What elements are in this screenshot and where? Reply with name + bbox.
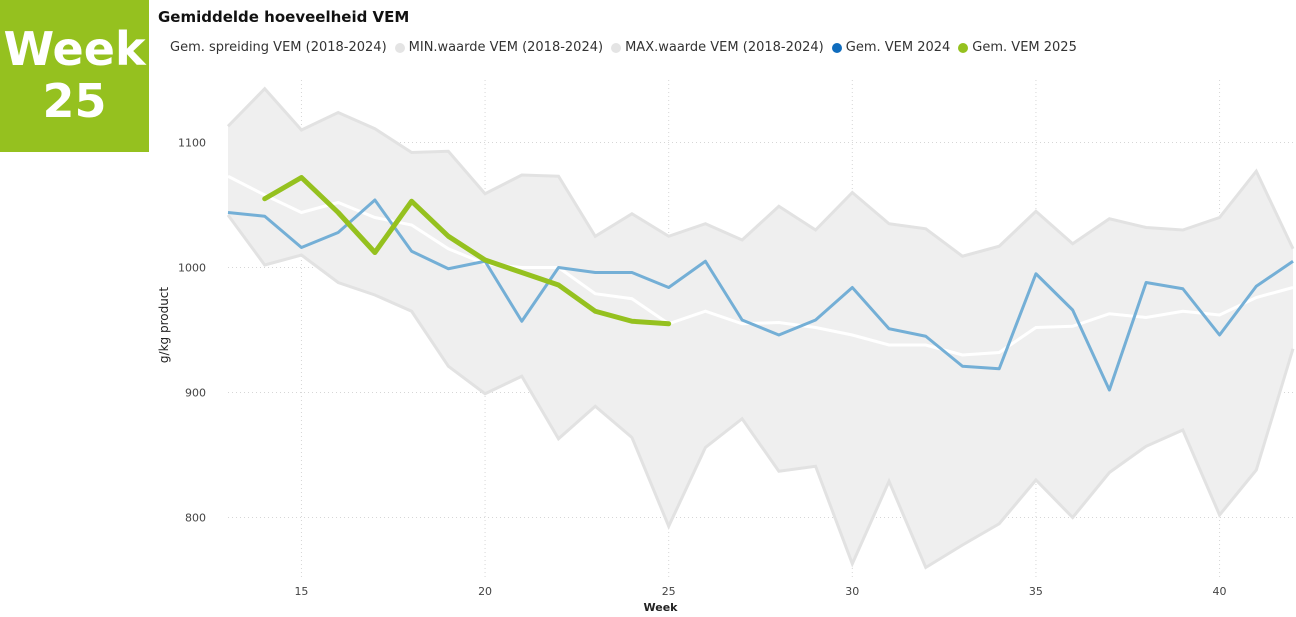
legend-label: Gem. spreiding VEM (2018-2024) [170, 40, 387, 55]
y-tick-label: 1100 [178, 137, 206, 150]
legend-label: Gem. VEM 2025 [972, 40, 1077, 55]
legend-item-2025[interactable]: Gem. VEM 2025 [958, 40, 1077, 55]
legend-label: Gem. VEM 2024 [845, 40, 951, 55]
series-line-2024 [227, 198, 1294, 392]
x-tick-label: 25 [662, 585, 676, 598]
y-tick-label: 1000 [178, 262, 206, 275]
week-badge-number: 25 [42, 74, 107, 128]
y-axis-title: g/kg product [157, 287, 171, 363]
legend-item-max[interactable]: MAX.waarde VEM (2018-2024) [611, 40, 824, 55]
x-axis-title: Week [644, 601, 679, 614]
x-tick-label: 20 [478, 585, 492, 598]
legend-dot-icon [394, 42, 405, 53]
legend-label: MIN.waarde VEM (2018-2024) [408, 40, 604, 55]
legend-item-2024[interactable]: Gem. VEM 2024 [831, 40, 951, 55]
legend-item-avg-spread[interactable]: Gem. spreiding VEM (2018-2024) [170, 40, 387, 55]
legend-dot-icon [958, 42, 969, 53]
axis-ticks: 15 20 25 30 35 40 800 900 1000 1100 [178, 137, 1227, 599]
x-tick-label: 40 [1213, 585, 1227, 598]
x-tick-label: 35 [1029, 585, 1043, 598]
chart-legend: Gem. spreiding VEM (2018-2024) MIN.waard… [170, 40, 1085, 55]
legend-label: MAX.waarde VEM (2018-2024) [625, 40, 824, 55]
x-tick-label: 30 [845, 585, 859, 598]
legend-item-min[interactable]: MIN.waarde VEM (2018-2024) [394, 40, 604, 55]
series-line-min [226, 214, 1295, 570]
series-line-avg-spread [227, 174, 1294, 357]
y-tick-label: 900 [185, 387, 206, 400]
series-line-2025 [262, 175, 672, 327]
series-line-max [226, 86, 1295, 258]
week-badge-label: Week [3, 22, 146, 77]
series-lines [227, 174, 1294, 392]
legend-dot-icon [611, 42, 622, 53]
week-badge: Week 25 [0, 0, 149, 152]
y-tick-label: 800 [185, 512, 206, 525]
chart-title: Gemiddelde hoeveelheid VEM [158, 8, 410, 26]
x-tick-label: 15 [294, 585, 308, 598]
legend-dot-icon [831, 42, 842, 53]
